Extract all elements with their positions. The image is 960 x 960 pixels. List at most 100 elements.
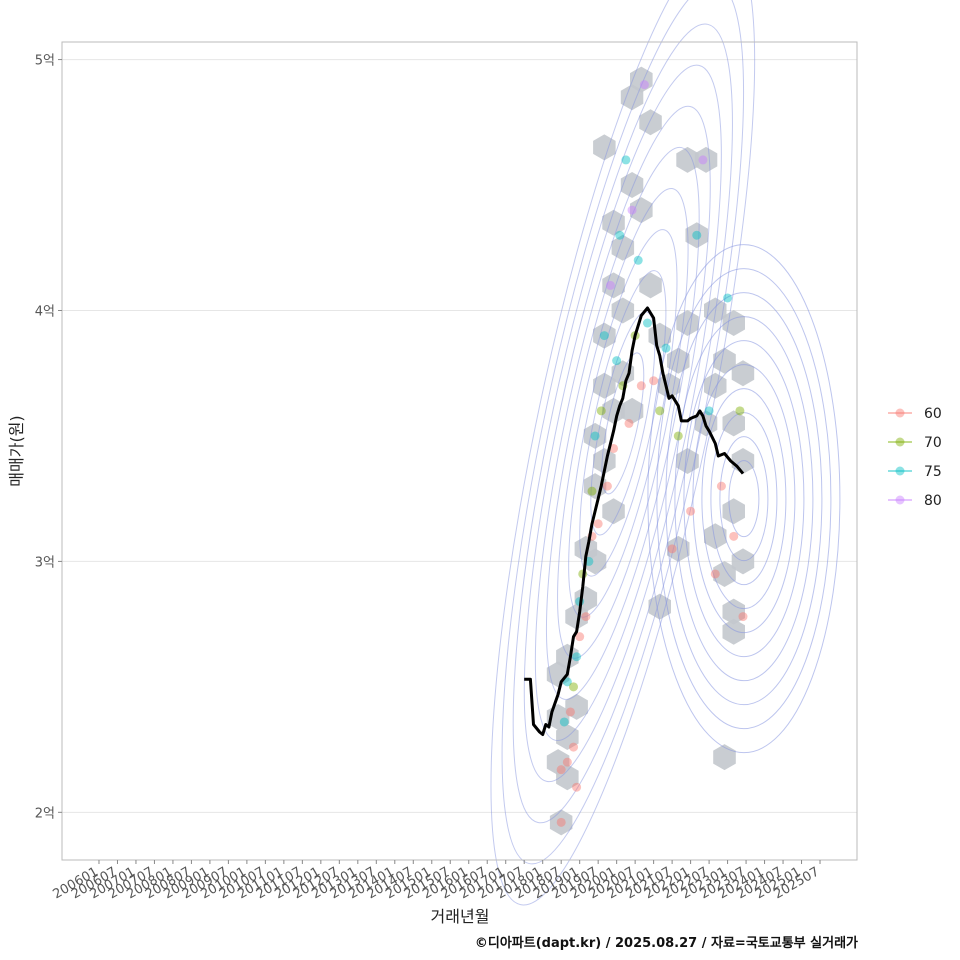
x-axis-title: 거래년월 [431, 907, 490, 926]
hexbin [667, 535, 690, 562]
legend-key-point [895, 437, 905, 447]
scatter-point [710, 569, 720, 579]
y-tick-label: 5억 [35, 54, 55, 69]
density-contour [710, 412, 778, 586]
density-contour [665, 292, 823, 706]
plot-panel-border [61, 41, 858, 861]
hexbin [602, 498, 625, 525]
density-contour [701, 388, 787, 610]
scatter-point [667, 544, 677, 554]
hexbin [685, 222, 708, 249]
scatter-point [639, 80, 649, 90]
hexbin [593, 448, 616, 474]
hexbin [722, 618, 745, 645]
hexbin [639, 109, 662, 136]
scatter-point [569, 682, 579, 692]
hexbin [676, 146, 699, 173]
scatter-point [738, 612, 748, 622]
density-contour [490, 0, 756, 906]
density-contour [647, 244, 841, 754]
hexbin [630, 197, 653, 224]
y-tick-label: 3억 [35, 555, 55, 570]
legend: 60 70 75 80 [888, 406, 942, 509]
scatter-point [565, 707, 575, 717]
scatter-point [615, 230, 625, 240]
hexbin [639, 272, 662, 299]
hexbin [583, 548, 607, 575]
hexbin [722, 598, 745, 625]
scatter-point [562, 677, 572, 687]
scatter-point [673, 431, 683, 441]
y-tick-label: 2억 [35, 806, 55, 821]
density-contour [557, 187, 689, 659]
scatter-point [661, 343, 671, 353]
hexbin [620, 84, 644, 111]
y-axis: 2억 3억 4억 5억 [35, 54, 62, 821]
hexbin [620, 397, 644, 424]
hexbin [731, 360, 755, 387]
scatter-point [627, 205, 637, 215]
hexbin [556, 764, 579, 791]
scatter-point [633, 255, 643, 265]
y-tick-label: 4억 [35, 304, 55, 319]
hexbin [593, 134, 616, 161]
scatter-point [590, 431, 600, 441]
density-contours [490, 0, 841, 906]
scatter-point [636, 381, 646, 391]
density-contour [501, 0, 745, 865]
hexbin [593, 372, 616, 399]
trend-line-layer [524, 306, 745, 736]
legend-key-point [895, 466, 905, 476]
x-axis: 2006012006072007012007072008012008072009… [50, 860, 822, 902]
scatter-point [556, 817, 566, 827]
hexbin [565, 603, 588, 630]
density-contour [728, 460, 760, 538]
scatter-point [612, 356, 622, 366]
scatter-point [581, 612, 591, 622]
density-contour [590, 311, 656, 536]
scatter-point [729, 531, 739, 541]
density-contour [674, 316, 814, 682]
hexbin [722, 498, 745, 525]
scatter-point [698, 155, 708, 165]
scatter-point [587, 486, 597, 496]
scatter-point [642, 318, 652, 328]
scatter-points [556, 80, 748, 827]
hexbin [556, 643, 579, 670]
scatter-point [624, 418, 634, 428]
scatter-point [569, 742, 579, 752]
scatter-point [572, 652, 582, 662]
hexbin [722, 410, 745, 437]
legend-label: 80 [924, 493, 942, 509]
legend-key-point [895, 408, 905, 418]
scatter-point [735, 406, 745, 416]
legend-label: 60 [924, 406, 942, 422]
hexbin [694, 146, 718, 173]
density-contour [683, 340, 805, 658]
legend-label: 75 [924, 464, 942, 480]
density-contour [601, 352, 645, 495]
scatter-point [602, 481, 612, 491]
scatter-point [686, 506, 696, 516]
legend-label: 70 [924, 435, 942, 451]
scatter-point [596, 406, 606, 416]
hexbin [731, 548, 755, 575]
scatter-point [572, 782, 582, 792]
hexbin [713, 561, 736, 587]
hexbin [722, 310, 745, 336]
density-contour [534, 105, 711, 742]
hexbin [620, 172, 644, 198]
scatter-point [621, 155, 631, 165]
density-contour [545, 146, 700, 700]
scatter-point [556, 765, 566, 775]
density-contour [523, 64, 722, 783]
density-contour [579, 270, 667, 577]
source-caption: ©디아파트(dapt.kr) / 2025.08.27 / 자료=국토교통부 실… [474, 936, 858, 951]
y-axis-title: 매매가(원) [7, 415, 26, 486]
hexbin [704, 523, 727, 550]
scatter-point [723, 293, 733, 303]
trend-line [524, 306, 745, 736]
density-contour [719, 436, 769, 562]
scatter-point [716, 481, 726, 491]
